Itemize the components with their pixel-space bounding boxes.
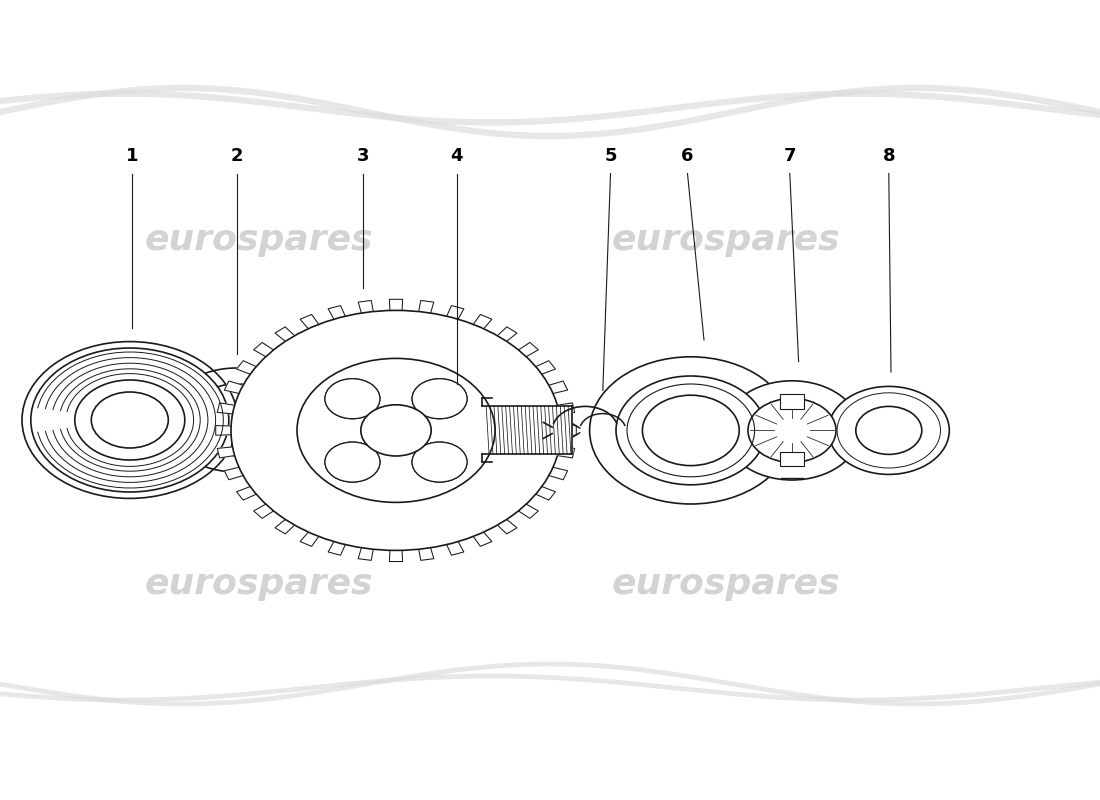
Polygon shape (224, 466, 246, 480)
Polygon shape (218, 403, 238, 414)
Text: 6: 6 (681, 147, 694, 165)
Circle shape (324, 442, 380, 482)
Circle shape (412, 378, 468, 418)
Circle shape (590, 357, 792, 504)
Polygon shape (446, 539, 464, 555)
Circle shape (412, 442, 468, 482)
Text: eurospares: eurospares (612, 567, 840, 601)
Circle shape (642, 395, 739, 466)
Text: eurospares: eurospares (612, 223, 840, 257)
Circle shape (231, 310, 561, 550)
Circle shape (412, 442, 468, 482)
Polygon shape (389, 299, 403, 313)
Circle shape (31, 348, 229, 492)
Circle shape (324, 442, 380, 482)
Polygon shape (554, 403, 574, 414)
Circle shape (324, 378, 380, 418)
Bar (780, 452, 804, 466)
Polygon shape (446, 306, 464, 322)
Polygon shape (218, 446, 238, 458)
Polygon shape (546, 381, 568, 394)
Text: 2: 2 (230, 147, 243, 165)
Polygon shape (300, 530, 320, 546)
Text: 8: 8 (882, 147, 895, 165)
Polygon shape (546, 466, 568, 480)
Circle shape (412, 378, 468, 418)
Polygon shape (275, 518, 297, 534)
Circle shape (748, 398, 836, 462)
Text: eurospares: eurospares (144, 223, 373, 257)
Polygon shape (236, 361, 258, 375)
Polygon shape (359, 301, 374, 315)
Polygon shape (534, 486, 556, 500)
Polygon shape (534, 361, 556, 375)
Polygon shape (254, 342, 276, 358)
Polygon shape (236, 486, 258, 500)
Circle shape (75, 380, 185, 460)
Text: 4: 4 (450, 147, 463, 165)
Text: 1: 1 (125, 147, 139, 165)
Text: 5: 5 (604, 147, 617, 165)
Polygon shape (254, 502, 276, 518)
Circle shape (856, 406, 922, 454)
Circle shape (91, 392, 168, 448)
Circle shape (828, 386, 949, 474)
Polygon shape (275, 327, 297, 343)
Circle shape (724, 381, 860, 480)
Polygon shape (495, 518, 517, 534)
Circle shape (616, 376, 766, 485)
Circle shape (324, 378, 380, 418)
Polygon shape (516, 502, 538, 518)
Polygon shape (558, 426, 576, 435)
Bar (780, 394, 804, 409)
Text: eurospares: eurospares (144, 567, 373, 601)
Polygon shape (300, 314, 320, 330)
Circle shape (22, 342, 238, 498)
Polygon shape (418, 301, 433, 315)
Polygon shape (495, 327, 517, 343)
Polygon shape (418, 546, 433, 560)
Polygon shape (389, 548, 403, 562)
Polygon shape (359, 546, 374, 560)
Polygon shape (472, 530, 492, 546)
Text: 7: 7 (783, 147, 796, 165)
Polygon shape (216, 426, 234, 435)
Polygon shape (328, 306, 346, 322)
Polygon shape (516, 342, 538, 358)
Polygon shape (554, 446, 574, 458)
Polygon shape (328, 539, 346, 555)
Polygon shape (224, 381, 246, 394)
Circle shape (297, 358, 495, 502)
Polygon shape (472, 314, 492, 330)
Circle shape (361, 405, 431, 456)
Text: 3: 3 (356, 147, 370, 165)
